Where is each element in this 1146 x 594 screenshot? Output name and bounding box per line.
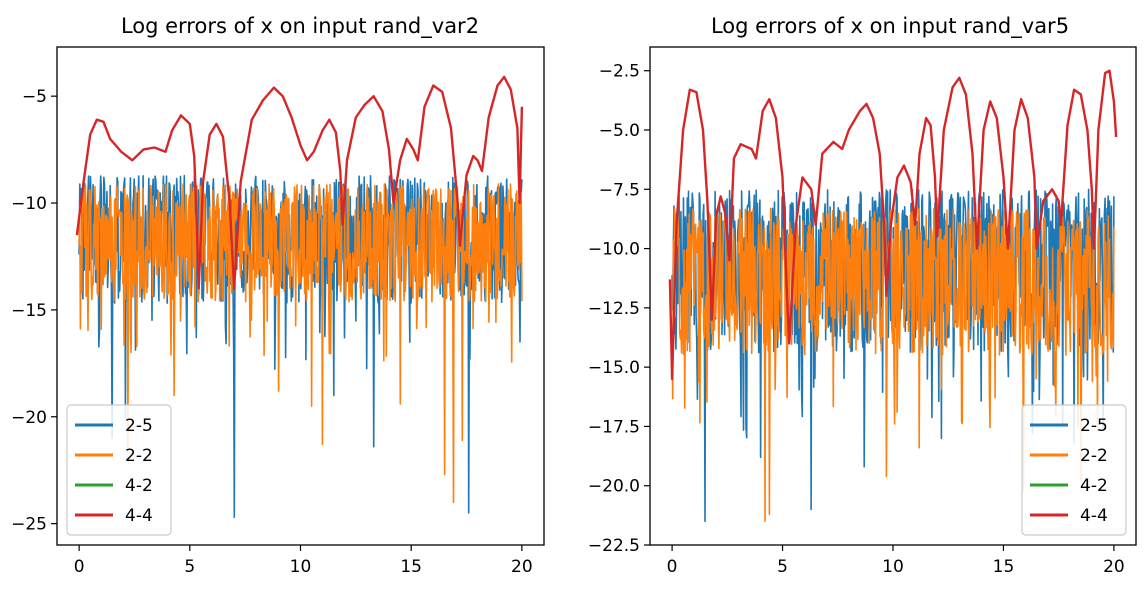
- y-tick-label: −7.5: [599, 180, 640, 200]
- y-tick-label: −17.5: [588, 417, 640, 437]
- legend-label-2-5: 2-5: [125, 416, 153, 436]
- y-tick-label: −2.5: [599, 62, 640, 82]
- series-lines: [668, 69, 1118, 523]
- y-tick-label: −12.5: [588, 299, 640, 319]
- series-line-2-2: [671, 207, 1115, 523]
- plot-area: [75, 75, 524, 518]
- y-tick-label: −10: [11, 194, 47, 214]
- x-tick-label: 5: [184, 557, 195, 577]
- legend-label-4-2: 4-2: [125, 476, 153, 496]
- series-line-4-4: [75, 75, 524, 290]
- x-tick-label: 15: [993, 557, 1015, 577]
- legend-label-4-4: 4-4: [1080, 506, 1108, 526]
- x-tick-label: 15: [400, 557, 422, 577]
- y-axis: −22.5 −20.0 −17.5 −15.0 −12.5 −10.0 −7.5 −5.0 −2…: [588, 62, 650, 556]
- y-tick-label: −10.0: [588, 240, 640, 260]
- x-tick-label: 0: [667, 557, 678, 577]
- plot-area: [668, 69, 1118, 523]
- x-axis: 0 5 10 15 20: [667, 545, 1125, 577]
- y-tick-label: −5.0: [599, 121, 640, 141]
- legend-box: [1021, 404, 1127, 536]
- y-axis: −25 −20 −15 −10 −5: [11, 87, 57, 535]
- y-tick-label: −5: [22, 87, 47, 107]
- chart-title: Log errors of x on input rand_var5: [711, 14, 1069, 39]
- y-tick-label: −15.0: [588, 358, 640, 378]
- legend-label-4-4: 4-4: [125, 506, 153, 526]
- x-tick-label: 20: [1103, 557, 1125, 577]
- series-line-4-4: [668, 69, 1118, 381]
- legend-label-2-5: 2-5: [1080, 416, 1108, 436]
- legend: 2-5 2-2 4-2 4-4: [66, 404, 172, 536]
- chart-panel-1: Log errors of x on input rand_var2 −25−2…: [11, 14, 545, 577]
- legend: 2-5 2-2 4-2 4-4: [1021, 404, 1127, 536]
- series-line-2-2: [78, 183, 523, 504]
- y-tick-label: −20: [11, 408, 47, 428]
- x-tick-label: 20: [511, 557, 533, 577]
- x-tick-label: 10: [290, 557, 312, 577]
- legend-box: [66, 404, 172, 536]
- x-axis: 0 5 10 15 20: [74, 545, 533, 577]
- x-tick-label: 0: [74, 557, 85, 577]
- y-tick-label: −25: [11, 515, 47, 535]
- y-tick-label: −15: [11, 301, 47, 321]
- legend-label-4-2: 4-2: [1080, 476, 1108, 496]
- legend-label-2-2: 2-2: [125, 446, 153, 466]
- x-tick-label: 5: [777, 557, 788, 577]
- legend-label-2-2: 2-2: [1080, 446, 1108, 466]
- x-tick-label: 10: [882, 557, 904, 577]
- y-tick-label: −22.5: [588, 536, 640, 556]
- chart-title: Log errors of x on input rand_var2: [121, 14, 479, 39]
- series-lines: [75, 75, 524, 518]
- y-tick-label: −20.0: [588, 477, 640, 497]
- chart-panel-2: Log errors of x on input rand_var5 −22.5…: [588, 14, 1137, 577]
